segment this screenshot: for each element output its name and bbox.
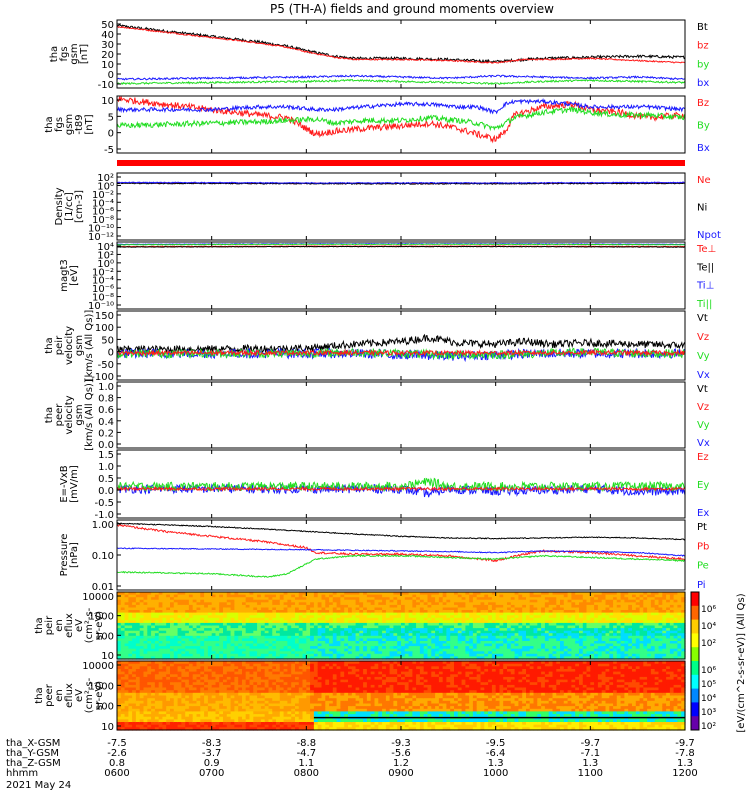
legend-fgs-btotal-2: by bbox=[697, 59, 709, 70]
y-tick-label: -5 bbox=[104, 145, 114, 156]
y-tick-label: 10000 bbox=[82, 592, 114, 603]
y-tick-label: 0 bbox=[108, 129, 114, 140]
y-axis-label-line: [nT] bbox=[84, 114, 95, 134]
legend-fgs-components-1: By bbox=[697, 121, 710, 132]
series-fgs-btotal-bx bbox=[117, 75, 685, 80]
legend-fgs-components-0: Bz bbox=[697, 98, 709, 109]
y-tick-label: 0.0 bbox=[98, 486, 114, 497]
series-fgs-btotal-by bbox=[117, 80, 685, 85]
y-tick-label: -50 bbox=[98, 360, 114, 371]
y-tick-label: 1.0 bbox=[98, 382, 114, 393]
plot-title: P5 (TH-A) fields and ground moments over… bbox=[270, 2, 554, 16]
legend-efield-0: Ez bbox=[697, 452, 709, 463]
legend-fgs-btotal-1: bz bbox=[697, 41, 709, 52]
y-tick-label: 0.4 bbox=[98, 417, 114, 428]
y-tick-label: 1.0 bbox=[98, 462, 114, 473]
legend-efield-1: Ey bbox=[697, 480, 709, 491]
legend-temperature-2: Ti⊥ bbox=[696, 281, 714, 292]
panel-frame bbox=[117, 382, 685, 448]
y-axis-label-line: [km/s (All Qs)] bbox=[84, 310, 95, 382]
legend-density-2: Npot bbox=[697, 230, 721, 241]
panel-frame bbox=[117, 242, 685, 309]
legend-velocity-2: Vy bbox=[697, 351, 710, 362]
legend-temperature-0: Te⊥ bbox=[696, 244, 716, 255]
y-axis-label-line: sr-eV) bbox=[94, 611, 105, 640]
legend-velocity-empty-2: Vy bbox=[697, 420, 710, 431]
panel-frame bbox=[117, 311, 685, 380]
y-tick-label: 1.00 bbox=[92, 520, 114, 531]
series-temperature-Te|| bbox=[117, 246, 685, 247]
legend-fgs-btotal-3: bx bbox=[697, 78, 709, 89]
y-axis-label-line: [km/s (All Qs)] bbox=[84, 379, 95, 451]
y-axis-label-line: [eV] bbox=[69, 265, 80, 286]
legend-efield-2: Ex bbox=[697, 508, 709, 519]
legend-density-0: Ne bbox=[697, 175, 711, 186]
electron-spectrogram-cells bbox=[117, 661, 686, 731]
y-tick-label: 0.5 bbox=[98, 474, 114, 485]
legend-velocity-empty-0: Vt bbox=[697, 384, 708, 395]
legend-velocity-1: Vz bbox=[697, 332, 709, 343]
y-axis-label-line: [cm-3] bbox=[74, 190, 85, 223]
y-axis-label: Pressure[nPa] bbox=[59, 534, 80, 577]
y-tick-label: -0.5 bbox=[94, 498, 114, 509]
legend-temperature-1: Te|| bbox=[696, 262, 714, 273]
y-axis-label-line: [nPa] bbox=[69, 542, 80, 568]
y-tick-label: 1.5 bbox=[98, 450, 114, 461]
y-axis-label-line: [nT] bbox=[79, 44, 90, 64]
legend-pressure-1: Pb bbox=[697, 541, 709, 552]
legend-pressure-0: Pt bbox=[697, 522, 707, 533]
legend-temperature-3: Ti|| bbox=[696, 299, 712, 310]
legend-fgs-btotal-0: Bt bbox=[697, 22, 708, 33]
y-tick-label: 0.10 bbox=[92, 551, 114, 562]
y-axis-label: E=-VxB[mV/m] bbox=[59, 465, 80, 503]
y-tick-label: 10 bbox=[101, 96, 114, 107]
series-fgs-btotal-Bt bbox=[117, 25, 685, 63]
y-axis-label: magt3[eV] bbox=[59, 259, 80, 292]
y-tick-label: 0.6 bbox=[98, 405, 114, 416]
series-velocity-Vt bbox=[117, 335, 685, 353]
legend-velocity-empty-1: Vz bbox=[697, 402, 709, 413]
y-tick-label: 150 bbox=[95, 311, 114, 322]
y-tick-label: 50 bbox=[101, 335, 114, 346]
panel-temperature: 10⁴10²10⁰10⁻²10⁻⁴10⁻⁶10⁻⁸10⁻¹⁰magt3[eV]T… bbox=[59, 242, 716, 312]
legend-velocity-3: Vx bbox=[697, 370, 710, 381]
legend-fgs-components-2: Bx bbox=[697, 143, 710, 154]
y-tick-label: 5 bbox=[108, 112, 114, 123]
y-axis-label: Density[1/cc][cm-3] bbox=[54, 187, 85, 225]
legend-velocity-0: Vt bbox=[697, 313, 708, 324]
y-tick-label: 100 bbox=[95, 323, 114, 334]
legend-velocity-empty-3: Vx bbox=[697, 438, 710, 449]
flag-bar bbox=[117, 160, 685, 166]
y-axis-label-line: [mV/m] bbox=[69, 465, 80, 503]
ion-spectrogram-cells bbox=[117, 592, 686, 660]
y-tick-label: 0.2 bbox=[98, 428, 114, 439]
series-pressure-Pt bbox=[117, 523, 685, 540]
legend-pressure-3: Pi bbox=[697, 580, 706, 591]
y-tick-label: 0.8 bbox=[98, 394, 114, 405]
y-tick-label: -10 bbox=[98, 80, 114, 91]
series-pressure-Pe bbox=[117, 555, 685, 577]
legend-density-1: Ni bbox=[697, 203, 707, 214]
y-tick-label: 0 bbox=[108, 348, 114, 359]
legend-pressure-2: Pe bbox=[697, 561, 709, 572]
panel-density: 10²10⁰10⁻²10⁻⁴10⁻⁶10⁻⁸10⁻¹⁰10⁻¹²Density[… bbox=[54, 173, 721, 243]
